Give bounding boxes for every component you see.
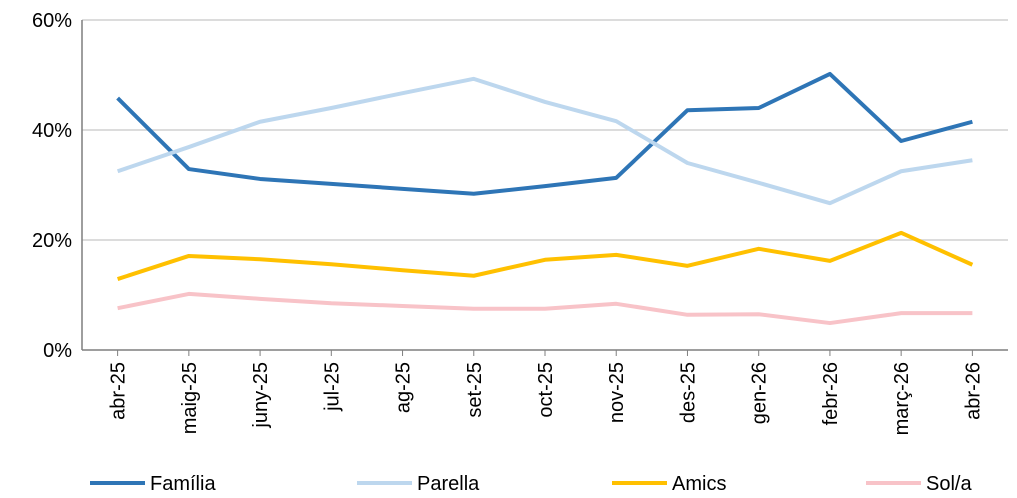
x-tick-label: gen-26 [749, 362, 771, 424]
series-line [117, 291, 973, 326]
x-tick-label: nov-25 [606, 362, 628, 423]
y-tick-label: 0% [43, 340, 72, 362]
x-tick-label: maig-25 [179, 362, 201, 434]
series-line [116, 230, 974, 281]
y-tick-label: 60% [32, 10, 72, 32]
legend-label: Família [150, 473, 216, 495]
y-tick-label: 20% [32, 230, 72, 252]
y-tick-label: 40% [32, 120, 72, 142]
series-line [116, 71, 973, 196]
x-tick-label: des-25 [677, 362, 699, 423]
legend-label: Parella [417, 473, 480, 495]
x-tick-label: juny-25 [250, 362, 272, 429]
x-tick-label: oct-25 [535, 362, 557, 418]
x-tick-label: abr-25 [108, 362, 130, 420]
x-tick-label: ag-25 [393, 362, 415, 413]
x-tick-label: jul-25 [321, 362, 343, 412]
x-tick-label: febr-26 [820, 362, 842, 425]
x-tick-label: abr-26 [962, 362, 984, 420]
series-line [116, 76, 973, 206]
x-tick-label: set-25 [464, 362, 486, 418]
legend-label: Amics [672, 473, 726, 495]
x-tick-label: març-26 [891, 362, 913, 435]
legend-label: Sol/a [926, 473, 972, 495]
